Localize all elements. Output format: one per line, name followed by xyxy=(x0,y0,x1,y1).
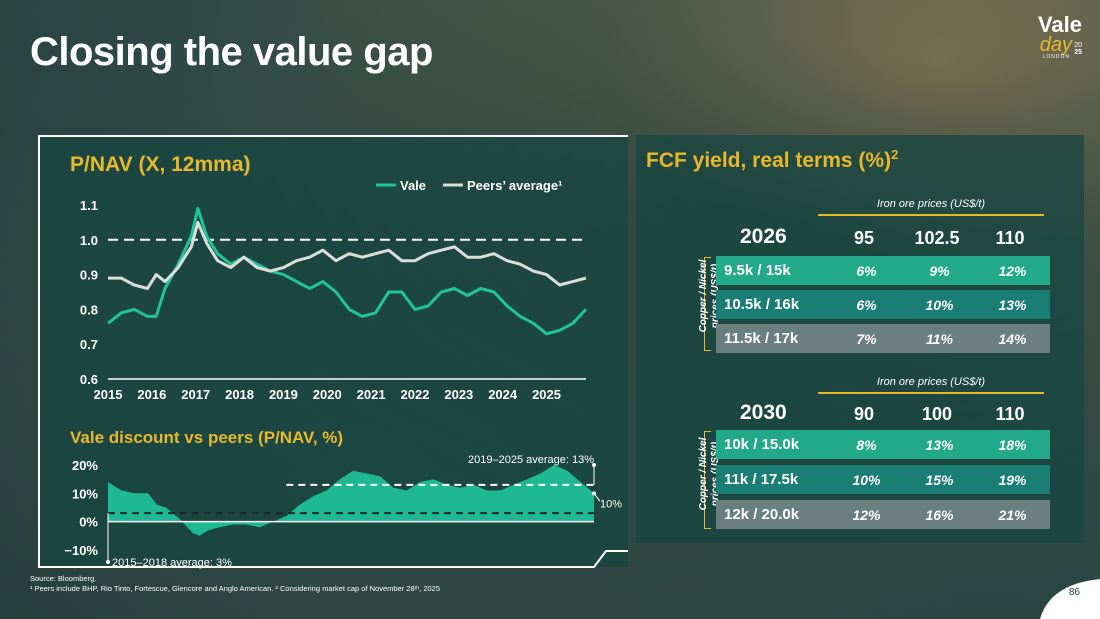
cell-value: 13% xyxy=(998,296,1027,313)
x-tick-label: 2016 xyxy=(137,387,166,402)
logo-word-day: day xyxy=(1039,34,1072,56)
vale-series-line xyxy=(107,207,588,336)
iron-price: 102.5 xyxy=(914,228,960,248)
cell-value: 19% xyxy=(998,471,1027,488)
logo-year: 20 25 xyxy=(1074,42,1082,56)
pnav-chart-title: P/NAV (X, 12mma) xyxy=(70,153,251,176)
row-bracket xyxy=(704,257,711,351)
pnav-charts-svg: P/NAV (X, 12mma) Vale Peers’ average¹ 1.… xyxy=(38,153,628,569)
cell-value: 6% xyxy=(856,296,877,313)
end-callout-dot xyxy=(592,491,596,496)
row-label: 10.5k / 16k xyxy=(724,296,800,313)
y-tick-label: 1.0 xyxy=(80,233,98,248)
x-tick-label: 2024 xyxy=(488,387,518,402)
page-corner xyxy=(1040,579,1100,619)
cell-value: 21% xyxy=(998,506,1027,523)
footer-notes: ¹ Peers include BHP, Rio Tinto, Fortescu… xyxy=(30,584,441,593)
footer-source: Source: Bloomberg. xyxy=(30,574,97,583)
cell-value: 6% xyxy=(856,262,877,279)
page-number: 86 xyxy=(1068,587,1080,598)
cell-value: 12% xyxy=(852,506,881,523)
row-label: 12k / 20.0k xyxy=(724,506,800,523)
y-tick-label: 0.8 xyxy=(80,302,98,317)
avg-callout-dot xyxy=(106,560,110,564)
row-label: 11k / 17.5k xyxy=(724,471,799,488)
x-tick-label: 2022 xyxy=(401,387,430,402)
logo-word-vale: Vale xyxy=(1037,12,1082,37)
x-tick-label: 2025 xyxy=(532,387,561,402)
footer: Source: Bloomberg. ¹ Peers include BHP, … xyxy=(30,574,440,594)
table-year: 2030 xyxy=(740,401,787,424)
row-label: 10k / 15.0k xyxy=(724,436,800,453)
cell-value: 16% xyxy=(925,506,954,523)
avg-label-2019-2025: 2019–2025 average: 13% xyxy=(468,454,594,466)
iron-price: 110 xyxy=(995,228,1025,248)
cell-value: 13% xyxy=(925,436,954,453)
cell-value: 12% xyxy=(998,262,1027,279)
cell-value: 11% xyxy=(926,330,953,347)
row-bracket xyxy=(704,431,711,529)
row-label: 9.5k / 15k xyxy=(724,262,791,279)
legend-peers-label: Peers’ average¹ xyxy=(467,178,562,193)
table-row: 9.5k / 15k 6% 9% 12% xyxy=(716,256,1050,285)
cell-value: 7% xyxy=(856,330,877,347)
end-value-label: 10% xyxy=(600,498,622,510)
table-row: 11k / 17.5k 10% 15% 19% xyxy=(716,465,1050,494)
cell-value: 8% xyxy=(856,436,877,453)
table-row: 12k / 20.0k 12% 16% 21% xyxy=(716,500,1050,529)
cell-value: 10% xyxy=(852,471,881,488)
y-tick-label: 20% xyxy=(72,458,98,473)
iron-ore-underline xyxy=(818,214,1044,216)
x-tick-label: 2021 xyxy=(357,387,386,402)
x-tick-label: 2019 xyxy=(269,387,298,402)
page-title: Closing the value gap xyxy=(30,30,433,74)
row-label: 11.5k / 17k xyxy=(724,330,799,347)
x-tick-label: 2017 xyxy=(181,387,210,402)
discount-chart-title: Vale discount vs peers (P/NAV, %) xyxy=(70,428,343,447)
y-tick-label: 1.1 xyxy=(80,198,98,213)
y-tick-label: 10% xyxy=(72,486,98,501)
table-row: 10.5k / 16k 6% 10% 13% xyxy=(716,290,1050,319)
iron-price: 110 xyxy=(995,404,1025,424)
x-tick-label: 2020 xyxy=(313,387,342,402)
iron-price: 90 xyxy=(853,404,875,424)
discount-area xyxy=(108,465,594,536)
cell-value: 15% xyxy=(925,471,954,488)
table-row: 11.5k / 17k 7% 11% 14% xyxy=(716,324,1050,353)
avg-callout-dot xyxy=(592,463,596,467)
iron-price: 100 xyxy=(921,404,953,424)
iron-ore-label: Iron ore prices (US$/t) xyxy=(876,198,986,210)
y-tick-label: 0% xyxy=(79,515,98,530)
table-row: 10k / 15.0k 8% 13% 18% xyxy=(716,430,1050,459)
vale-day-logo: Vale day LONDON 20 25 xyxy=(1012,14,1082,64)
cell-value: 18% xyxy=(998,436,1027,453)
iron-price: 95 xyxy=(853,228,875,248)
panel-corner-notch xyxy=(38,550,628,568)
y-tick-label: 0.7 xyxy=(80,337,98,352)
y-tick-label: −10% xyxy=(64,543,98,558)
x-tick-label: 2015 xyxy=(94,387,123,402)
cell-value: 10% xyxy=(925,296,954,313)
logo-place: LONDON xyxy=(1042,54,1070,60)
y-tick-label: 0.9 xyxy=(80,268,98,283)
legend-vale-label: Vale xyxy=(400,178,426,193)
x-tick-label: 2023 xyxy=(444,387,473,402)
fcf-title: FCF yield, real terms (%)2 xyxy=(646,147,899,172)
peers-series-line xyxy=(108,220,587,290)
x-tick-label: 2018 xyxy=(225,387,254,402)
table-year: 2026 xyxy=(740,225,787,248)
iron-ore-underline xyxy=(818,392,1044,394)
iron-ore-label: Iron ore prices (US$/t) xyxy=(876,376,986,388)
cell-value: 14% xyxy=(998,330,1027,347)
cell-value: 9% xyxy=(929,262,950,279)
y-tick-label: 0.6 xyxy=(80,372,98,387)
discount-area-chart: 20%10%0%−10%2019–2025 average: 13%2015–2… xyxy=(64,454,622,569)
